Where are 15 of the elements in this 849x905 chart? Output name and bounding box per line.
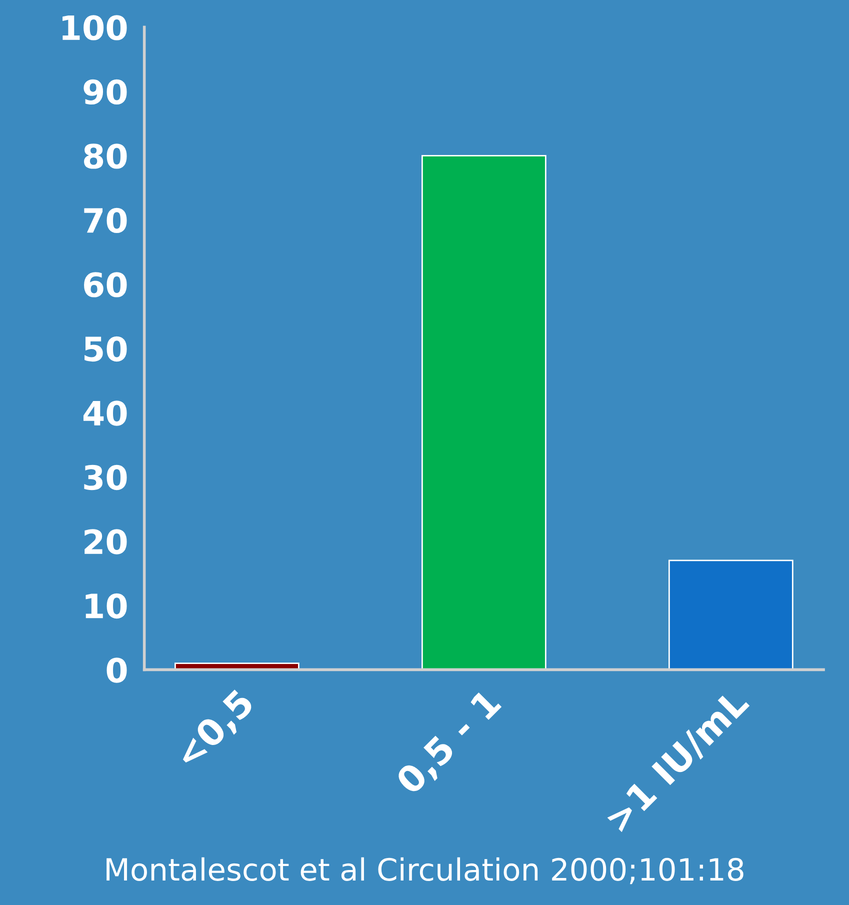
y-tick-label: 90 xyxy=(84,79,127,105)
y-tick-label: 30 xyxy=(84,464,127,490)
y-tick-label: 80 xyxy=(84,144,127,169)
y-tick-label: 50 xyxy=(84,336,127,362)
y-tick-label: 40 xyxy=(83,400,127,426)
y-tick-label: 10 xyxy=(86,593,127,619)
y-tick-label: 20 xyxy=(84,529,127,554)
y-tick-label: 100 xyxy=(62,15,127,40)
y-tick-label: 0 xyxy=(106,658,127,683)
bar xyxy=(421,154,546,670)
bar xyxy=(668,560,794,670)
text: Montalescot et al Circulation 2000;101:18 xyxy=(106,857,744,884)
y-tick-label: 60 xyxy=(84,272,127,298)
x-tick-label: 0,5 - 1 xyxy=(394,688,506,799)
y-tick-label: 70 xyxy=(84,208,127,234)
